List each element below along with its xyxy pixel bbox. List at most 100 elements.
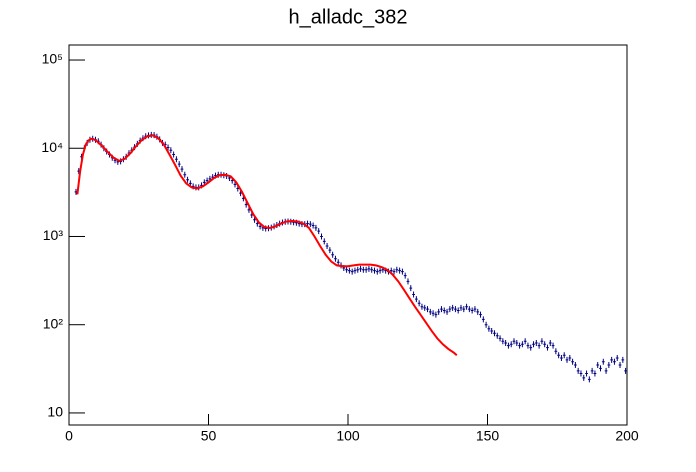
data-point bbox=[507, 342, 510, 349]
data-point bbox=[175, 156, 178, 163]
x-tick-label: 200 bbox=[615, 428, 639, 444]
data-point bbox=[454, 306, 457, 313]
data-point bbox=[451, 304, 455, 311]
y-tick-label: 10⁵ bbox=[42, 51, 63, 67]
data-point bbox=[440, 306, 443, 313]
data-point bbox=[532, 341, 535, 348]
data-point bbox=[367, 265, 371, 272]
data-point bbox=[621, 356, 625, 363]
y-tick-label: 10 bbox=[47, 404, 63, 420]
x-tick-label: 50 bbox=[201, 428, 217, 444]
data-point bbox=[431, 310, 435, 317]
data-point bbox=[618, 361, 622, 368]
data-point bbox=[417, 300, 421, 307]
data-point bbox=[479, 311, 482, 318]
data-point bbox=[473, 306, 477, 313]
data-point bbox=[615, 354, 619, 361]
data-point bbox=[359, 265, 362, 272]
data-point bbox=[308, 221, 312, 228]
data-point bbox=[403, 272, 407, 279]
data-point bbox=[172, 151, 176, 158]
data-point bbox=[593, 370, 597, 377]
data-point bbox=[604, 367, 608, 374]
data-point bbox=[406, 278, 410, 285]
data-point bbox=[515, 340, 519, 347]
data-point bbox=[311, 222, 315, 229]
data-point bbox=[587, 376, 591, 383]
fit-curve bbox=[76, 134, 458, 357]
data-point bbox=[565, 356, 569, 363]
data-point bbox=[322, 238, 326, 245]
data-point bbox=[554, 348, 558, 355]
data-point bbox=[579, 370, 583, 377]
data-point bbox=[401, 268, 404, 275]
data-point bbox=[334, 255, 337, 262]
data-point bbox=[551, 342, 555, 349]
data-point bbox=[166, 144, 170, 151]
data-point bbox=[534, 340, 538, 347]
data-point bbox=[624, 367, 627, 374]
data-point bbox=[484, 321, 488, 328]
data-point bbox=[529, 344, 533, 351]
data-point bbox=[428, 308, 432, 315]
data-point bbox=[504, 340, 508, 347]
data-point bbox=[378, 267, 382, 274]
data-point bbox=[437, 308, 441, 315]
data-point bbox=[543, 341, 547, 348]
data-point bbox=[481, 316, 485, 323]
data-point bbox=[573, 361, 577, 368]
data-point bbox=[487, 325, 491, 332]
data-point bbox=[495, 332, 499, 339]
data-point bbox=[364, 266, 368, 273]
data-point bbox=[523, 338, 527, 345]
data-point bbox=[582, 374, 586, 381]
x-tick-label: 0 bbox=[65, 428, 73, 444]
data-point bbox=[498, 335, 502, 342]
data-point bbox=[448, 306, 452, 313]
data-point bbox=[465, 303, 468, 310]
data-point bbox=[518, 342, 521, 349]
data-point bbox=[526, 342, 530, 349]
data-point bbox=[320, 233, 323, 240]
data-point bbox=[325, 243, 329, 250]
x-tick-label: 100 bbox=[336, 428, 360, 444]
data-point bbox=[540, 338, 544, 345]
data-point bbox=[247, 206, 251, 213]
data-point bbox=[509, 341, 513, 348]
y-tick-label: 10³ bbox=[43, 227, 64, 243]
data-point bbox=[375, 268, 379, 275]
data-point bbox=[596, 361, 600, 368]
data-point bbox=[537, 342, 541, 349]
x-tick-label: 150 bbox=[476, 428, 500, 444]
data-point bbox=[423, 304, 427, 311]
data-point bbox=[442, 307, 446, 314]
data-point bbox=[392, 268, 396, 275]
data-point bbox=[345, 266, 348, 273]
data-point bbox=[501, 338, 505, 345]
data-point bbox=[331, 251, 335, 258]
data-point bbox=[520, 341, 524, 348]
data-point bbox=[493, 330, 496, 337]
data-point bbox=[420, 303, 424, 310]
data-point bbox=[186, 176, 189, 183]
data-point bbox=[412, 291, 415, 298]
data-point bbox=[546, 344, 549, 351]
data-point bbox=[361, 266, 365, 273]
data-point bbox=[398, 267, 402, 274]
data-point bbox=[445, 308, 449, 315]
y-tick-label: 10² bbox=[43, 315, 64, 331]
data-point bbox=[568, 354, 572, 361]
data-point bbox=[409, 285, 413, 292]
data-point bbox=[610, 356, 614, 363]
data-point bbox=[456, 307, 460, 314]
data-point bbox=[613, 358, 616, 365]
data-point bbox=[557, 352, 561, 359]
data-point bbox=[599, 365, 602, 372]
data-point bbox=[414, 296, 418, 303]
data-point bbox=[177, 161, 181, 168]
data-point bbox=[571, 358, 574, 365]
data-point bbox=[585, 370, 588, 377]
data-point bbox=[169, 147, 173, 154]
